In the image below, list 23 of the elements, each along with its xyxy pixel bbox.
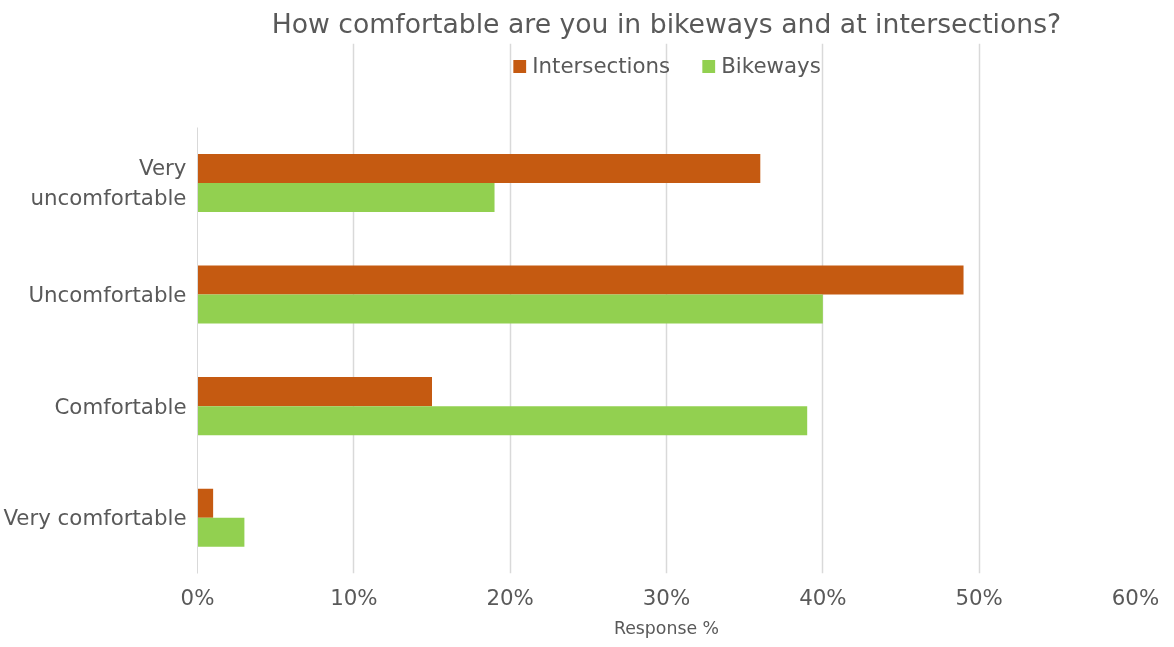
bar <box>197 377 432 407</box>
y-tick-label: Very uncomfortable <box>30 155 187 211</box>
x-axis-title: Response % <box>613 617 720 638</box>
x-tick-label: 20% <box>486 584 534 610</box>
x-tick-label: 50% <box>955 584 1003 610</box>
legend-label: Intersections <box>532 53 671 78</box>
y-tick-label: Uncomfortable <box>28 282 187 308</box>
chart-title: How comfortable are you in bikeways and at intersections? <box>271 7 1062 39</box>
bar <box>197 182 495 212</box>
x-tick-label: 40% <box>799 584 847 610</box>
y-tick-label: Comfortable <box>54 393 187 419</box>
x-tick-label: 30% <box>642 584 691 610</box>
bar <box>197 488 214 518</box>
x-tick-label: 0% <box>180 584 215 610</box>
bar <box>197 265 964 295</box>
bar <box>197 294 823 324</box>
y-tick-label: Very comfortable <box>3 505 187 531</box>
legend-label: Bikeways <box>721 53 821 78</box>
x-tick-label: 60% <box>1111 584 1160 610</box>
bar <box>197 517 245 547</box>
bar <box>197 153 761 183</box>
bar <box>197 406 808 436</box>
x-tick-label: 10% <box>330 584 378 610</box>
